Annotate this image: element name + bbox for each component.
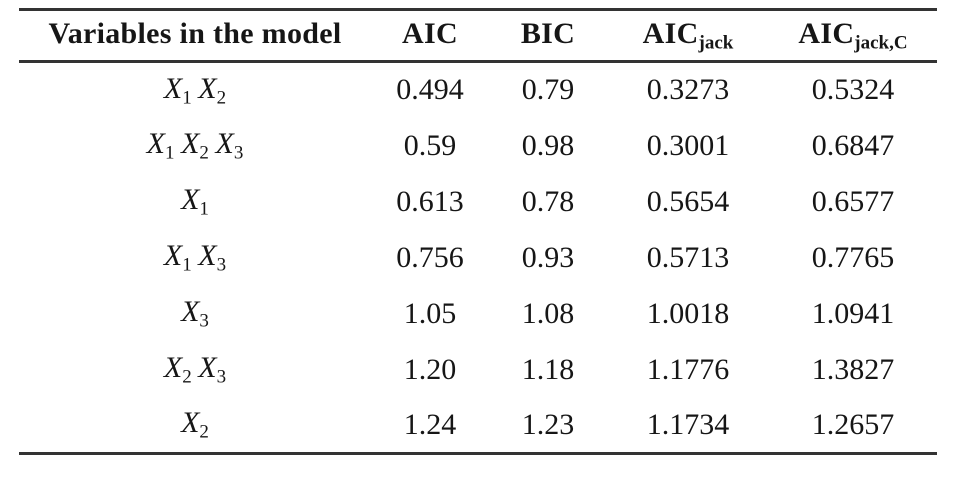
variable-token: X2 bbox=[181, 126, 209, 164]
variable-subscript: 1 bbox=[182, 254, 192, 276]
variable-subscript: 1 bbox=[199, 198, 209, 220]
value-cell: 1.08 bbox=[521, 296, 575, 330]
col-header-aic-jack-c: AICjack,C bbox=[769, 10, 937, 62]
variable-subscript: 1 bbox=[182, 86, 192, 108]
variable-base: X bbox=[181, 182, 200, 216]
variable-base: X bbox=[198, 238, 217, 272]
value-cell: 1.0018 bbox=[646, 296, 730, 330]
table-header-row: Variables in the model AIC BIC AICjack A… bbox=[19, 10, 937, 62]
col-header-label: AIC bbox=[642, 16, 699, 50]
variable-base: X bbox=[163, 238, 183, 272]
value-cell: 0.5654 bbox=[646, 184, 730, 218]
col-header-label: AIC bbox=[798, 16, 855, 50]
table-row: X1 X2 0.494 0.79 0.3273 0.5324 bbox=[19, 62, 937, 118]
variable-token: X1 bbox=[146, 126, 175, 164]
table-row: X2 1.24 1.23 1.1734 1.2657 bbox=[19, 398, 937, 454]
value-cell: 1.23 bbox=[521, 407, 575, 441]
value-cell: 0.5324 bbox=[811, 73, 895, 107]
value-cell: 0.7765 bbox=[811, 240, 895, 274]
variable-base: X bbox=[181, 126, 200, 160]
value-cell: 1.18 bbox=[521, 352, 575, 386]
variable-base: X bbox=[146, 126, 165, 160]
model-cell: X2 bbox=[19, 398, 371, 454]
value-cell: 0.93 bbox=[521, 240, 575, 274]
value-cell: 1.24 bbox=[403, 407, 457, 441]
value-cell: 0.98 bbox=[521, 128, 575, 162]
value-cell: 0.613 bbox=[396, 184, 464, 218]
col-header-label: Variables in the model bbox=[48, 16, 342, 50]
variable-subscript: 1 bbox=[164, 142, 175, 164]
model-cell: X1 X2 bbox=[19, 62, 371, 118]
variable-token: X3 bbox=[198, 238, 227, 276]
variable-base: X bbox=[198, 350, 217, 384]
variable-token: X1 bbox=[163, 238, 192, 276]
col-header-subscript: jack bbox=[698, 32, 734, 54]
col-header-bic: BIC bbox=[489, 10, 607, 62]
variable-token: X2 bbox=[163, 350, 192, 388]
value-cell: 1.2657 bbox=[811, 407, 895, 441]
variable-subscript: 2 bbox=[199, 421, 209, 443]
variable-base: X bbox=[215, 126, 234, 160]
value-cell: 0.78 bbox=[521, 184, 575, 218]
variable-subscript: 3 bbox=[216, 254, 227, 276]
value-cell: 1.3827 bbox=[811, 352, 895, 386]
table-row: X2 X3 1.20 1.18 1.1776 1.3827 bbox=[19, 342, 937, 398]
variable-token: X1 bbox=[181, 182, 209, 220]
value-cell: 1.1734 bbox=[646, 407, 730, 441]
variable-token: X3 bbox=[215, 126, 244, 164]
value-cell: 1.0941 bbox=[811, 296, 895, 330]
value-cell: 0.6847 bbox=[811, 128, 895, 162]
model-cell: X2 X3 bbox=[19, 342, 371, 398]
variable-subscript: 3 bbox=[216, 366, 227, 388]
variable-subscript: 2 bbox=[199, 142, 209, 164]
value-cell: 1.05 bbox=[403, 296, 457, 330]
value-cell: 0.59 bbox=[403, 128, 457, 162]
variable-base: X bbox=[163, 71, 183, 105]
table-row: X1 X2 X3 0.59 0.98 0.3001 0.6847 bbox=[19, 118, 937, 174]
variable-token: X2 bbox=[181, 406, 209, 443]
table-header: Variables in the model AIC BIC AICjack A… bbox=[19, 10, 937, 62]
value-cell: 1.20 bbox=[403, 352, 457, 386]
table-row: X1 X3 0.756 0.93 0.5713 0.7765 bbox=[19, 230, 937, 286]
variable-subscript: 3 bbox=[233, 142, 244, 164]
value-cell: 0.79 bbox=[521, 73, 575, 107]
model-selection-table: Variables in the model AIC BIC AICjack A… bbox=[19, 8, 937, 455]
model-cell: X1 X2 X3 bbox=[19, 118, 371, 174]
value-cell: 0.756 bbox=[396, 240, 464, 274]
variable-base: X bbox=[198, 71, 217, 105]
model-cell: X1 bbox=[19, 174, 371, 230]
variable-token: X1 bbox=[163, 71, 192, 108]
model-cell: X1 X3 bbox=[19, 230, 371, 286]
col-header-aic: AIC bbox=[371, 10, 489, 62]
value-cell: 0.6577 bbox=[811, 184, 895, 218]
table-body: X1 X2 0.494 0.79 0.3273 0.5324 X1 X2 X3 0.59 0.98 0… bbox=[19, 62, 937, 454]
col-header-aic-jack: AICjack bbox=[607, 10, 769, 62]
variable-base: X bbox=[181, 294, 200, 328]
variable-token: X3 bbox=[181, 294, 209, 332]
variable-subscript: 2 bbox=[216, 86, 227, 108]
variable-token: X2 bbox=[198, 71, 227, 108]
value-cell: 0.5713 bbox=[646, 240, 730, 274]
value-cell: 0.3273 bbox=[646, 73, 730, 107]
variable-subscript: 2 bbox=[182, 366, 192, 388]
variable-token: X3 bbox=[198, 350, 227, 388]
variable-subscript: 3 bbox=[199, 310, 209, 332]
variable-base: X bbox=[163, 350, 183, 384]
col-header-subscript: jack,C bbox=[854, 32, 908, 54]
col-header-label: AIC bbox=[402, 16, 458, 50]
table-row: X1 0.613 0.78 0.5654 0.6577 bbox=[19, 174, 937, 230]
col-header-variables: Variables in the model bbox=[19, 10, 371, 62]
col-header-label: BIC bbox=[520, 16, 576, 50]
value-cell: 0.494 bbox=[396, 73, 464, 107]
table-row: X3 1.05 1.08 1.0018 1.0941 bbox=[19, 286, 937, 342]
value-cell: 1.1776 bbox=[646, 352, 730, 386]
variable-base: X bbox=[181, 406, 200, 440]
model-cell: X3 bbox=[19, 286, 371, 342]
value-cell: 0.3001 bbox=[646, 128, 730, 162]
